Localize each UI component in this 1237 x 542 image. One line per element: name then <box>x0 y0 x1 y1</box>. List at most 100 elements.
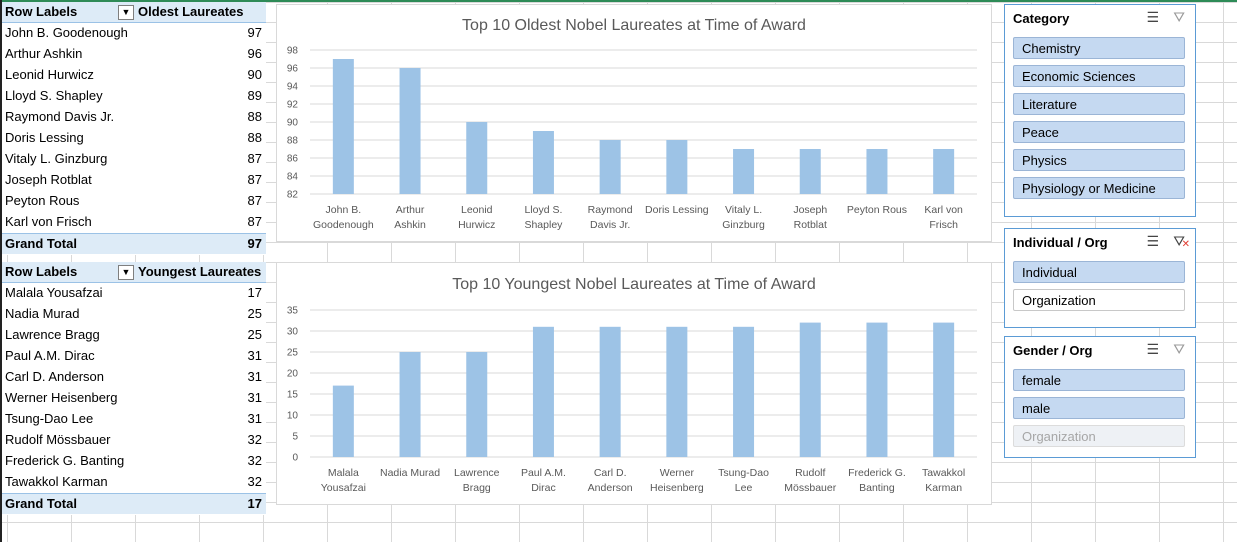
row-value: 88 <box>247 109 262 124</box>
bar-nadia-murad[interactable] <box>399 352 421 457</box>
slicer-item-organization[interactable]: Organization <box>1013 425 1185 447</box>
row-labels-header[interactable]: Row Labels <box>5 264 78 279</box>
slicer-item-physics[interactable]: Physics <box>1013 149 1185 171</box>
slicer-item-literature[interactable]: Literature <box>1013 93 1185 115</box>
slicer-item-peace[interactable]: Peace <box>1013 121 1185 143</box>
slicer-header: Gender / Org ☰ ⛛ <box>1005 337 1195 363</box>
row-labels-header[interactable]: Row Labels <box>5 4 78 19</box>
table-row[interactable]: Carl D. Anderson 31 <box>2 367 266 388</box>
multi-select-icon[interactable]: ☰ <box>1146 233 1159 249</box>
y-tick-label: 88 <box>287 136 299 147</box>
slicer-gender-org[interactable]: Gender / Org ☰ ⛛ female male Organization <box>1004 336 1196 458</box>
table-row[interactable]: Peyton Rous 87 <box>2 191 266 212</box>
table-row[interactable]: Malala Yousafzai 17 <box>2 283 266 304</box>
row-label: Lawrence Bragg <box>5 327 100 342</box>
table-row[interactable]: Arthur Ashkin 96 <box>2 44 266 65</box>
y-tick-label: 10 <box>287 411 299 422</box>
table-row[interactable]: Lloyd S. Shapley 89 <box>2 86 266 107</box>
table-row[interactable]: John B. Goodenough 97 <box>2 23 266 44</box>
table-row[interactable]: Nadia Murad 25 <box>2 304 266 325</box>
bar-tsung-dao-lee[interactable] <box>733 326 755 457</box>
slicer-item-female[interactable]: female <box>1013 369 1185 391</box>
slicer-header: Category ☰ ⛛ <box>1005 5 1195 31</box>
row-label: Tsung-Dao Lee <box>5 411 94 426</box>
table-row[interactable]: Frederick G. Banting 32 <box>2 451 266 472</box>
bar-vitaly-l-ginzburg[interactable] <box>733 149 755 194</box>
table-row[interactable]: Rudolf Mössbauer 32 <box>2 430 266 451</box>
slicer-individual-org[interactable]: Individual / Org ☰ ⛛ ✕ Individual Organizatio… <box>1004 228 1196 328</box>
x-category-label: Joseph <box>793 204 827 216</box>
bar-werner-heisenberg[interactable] <box>666 326 688 457</box>
bar-lawrence-bragg[interactable] <box>466 352 488 457</box>
row-value: 96 <box>247 46 262 61</box>
row-value: 97 <box>247 25 262 40</box>
slicer-category[interactable]: Category ☰ ⛛ Chemistry Economic Sciences Lite… <box>1004 4 1196 217</box>
window-top-edge <box>0 0 1237 2</box>
bar-malala-yousafzai[interactable] <box>332 385 354 457</box>
bar-arthur-ashkin[interactable] <box>399 68 421 194</box>
filter-dropdown-icon[interactable]: ▼ <box>118 5 134 20</box>
slicer-title: Category <box>1013 11 1070 26</box>
table-row[interactable]: Doris Lessing 88 <box>2 128 266 149</box>
clear-filter-icon[interactable]: ⛛ <box>1173 9 1185 25</box>
bar-leonid-hurwicz[interactable] <box>466 122 488 194</box>
y-tick-label: 0 <box>292 453 298 464</box>
bar-paul-a-m-dirac[interactable] <box>532 326 554 457</box>
clear-filter-icon[interactable]: ⛛ <box>1173 341 1185 357</box>
bar-frederick-g-banting[interactable] <box>866 322 888 457</box>
slicer-item-male[interactable]: male <box>1013 397 1185 419</box>
table-row[interactable]: Paul A.M. Dirac 31 <box>2 346 266 367</box>
grand-total-value: 97 <box>247 236 262 251</box>
table-row[interactable]: Werner Heisenberg 31 <box>2 388 266 409</box>
row-label: Rudolf Mössbauer <box>5 432 111 447</box>
grand-total-row[interactable]: Grand Total 17 <box>2 493 266 515</box>
table-row[interactable]: Tsung-Dao Lee 31 <box>2 409 266 430</box>
window-left-edge <box>0 0 2 542</box>
bar-joseph-rotblat[interactable] <box>799 149 821 194</box>
bar-john-b-goodenough[interactable] <box>332 59 354 194</box>
table-row[interactable]: Tawakkol Karman 32 <box>2 472 266 493</box>
multi-select-icon[interactable]: ☰ <box>1146 9 1159 25</box>
y-tick-label: 25 <box>287 348 299 359</box>
clear-filter-icon[interactable]: ⛛ ✕ <box>1173 233 1190 250</box>
table-row[interactable]: Karl von Frisch 87 <box>2 212 266 233</box>
row-value: 87 <box>247 214 262 229</box>
chart-title: Top 10 Oldest Nobel Laureates at Time of… <box>462 17 806 34</box>
row-value: 25 <box>247 327 262 342</box>
x-category-label: Davis Jr. <box>590 219 630 231</box>
oldest-laureates-chart[interactable]: Top 10 Oldest Nobel Laureates at Time of… <box>276 4 992 242</box>
bar-karl-von-frisch[interactable] <box>933 149 955 194</box>
value-column-header[interactable]: Oldest Laureates <box>138 4 244 19</box>
bar-peyton-rous[interactable] <box>866 149 888 194</box>
youngest-laureates-chart[interactable]: Top 10 Youngest Nobel Laureates at Time … <box>276 262 992 505</box>
row-label: Werner Heisenberg <box>5 390 118 405</box>
filter-dropdown-icon[interactable]: ▼ <box>118 265 134 280</box>
x-category-label: Goodenough <box>313 219 374 231</box>
bar-raymond-davis-jr[interactable] <box>599 140 621 194</box>
youngest-chart-svg: Top 10 Youngest Nobel Laureates at Time … <box>287 276 977 494</box>
x-category-label: Tsung-Dao <box>718 467 769 479</box>
bar-rudolf-m-ssbauer[interactable] <box>799 322 821 457</box>
table-row[interactable]: Raymond Davis Jr. 88 <box>2 107 266 128</box>
row-value: 32 <box>247 474 262 489</box>
slicer-item-individual[interactable]: Individual <box>1013 261 1185 283</box>
slicer-item-physiology-or-medicine[interactable]: Physiology or Medicine <box>1013 177 1185 199</box>
x-category-label: Banting <box>859 482 895 494</box>
slicer-item-organization[interactable]: Organization <box>1013 289 1185 311</box>
table-row[interactable]: Leonid Hurwicz 90 <box>2 65 266 86</box>
bar-lloyd-s-shapley[interactable] <box>532 131 554 194</box>
pivot-table-oldest: Row Labels ▼ Oldest Laureates John B. Go… <box>2 2 266 255</box>
row-label: Doris Lessing <box>5 130 84 145</box>
multi-select-icon[interactable]: ☰ <box>1146 341 1159 357</box>
bar-tawakkol-karman[interactable] <box>933 322 955 457</box>
x-category-label: Lloyd S. <box>524 204 562 216</box>
grand-total-row[interactable]: Grand Total 97 <box>2 233 266 255</box>
value-column-header[interactable]: Youngest Laureates <box>138 264 262 279</box>
table-row[interactable]: Joseph Rotblat 87 <box>2 170 266 191</box>
table-row[interactable]: Vitaly L. Ginzburg 87 <box>2 149 266 170</box>
bar-doris-lessing[interactable] <box>666 140 688 194</box>
slicer-item-economic-sciences[interactable]: Economic Sciences <box>1013 65 1185 87</box>
table-row[interactable]: Lawrence Bragg 25 <box>2 325 266 346</box>
slicer-item-chemistry[interactable]: Chemistry <box>1013 37 1185 59</box>
bar-carl-d-anderson[interactable] <box>599 326 621 457</box>
